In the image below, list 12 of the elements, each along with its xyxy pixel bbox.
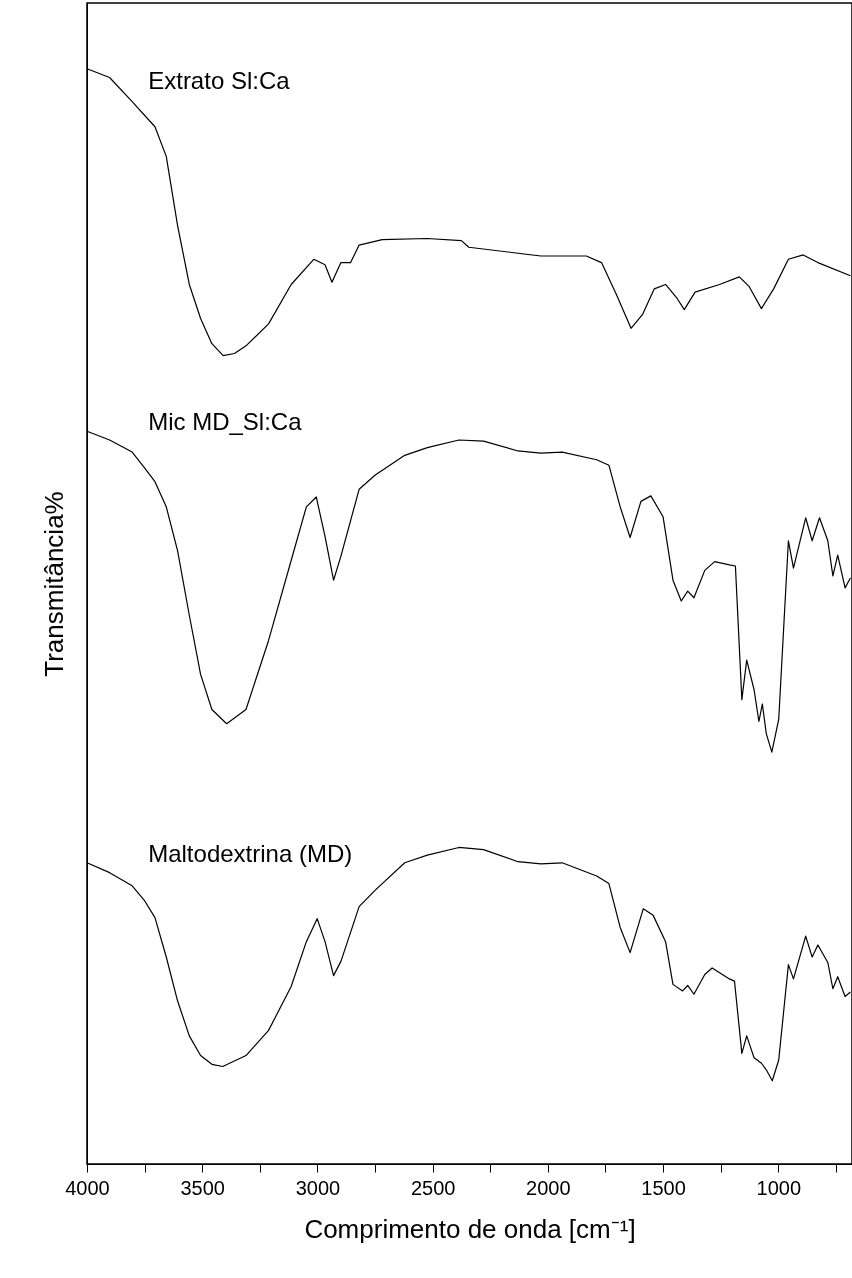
x-tick-label: 1500 [641,1176,686,1199]
series-label: Mic MD_Sl:Ca [148,407,303,435]
x-tick-label: 2500 [410,1176,456,1199]
y-axis-title: Transmitância% [38,491,69,677]
x-tick-label: 3500 [180,1176,225,1199]
x-tick-label: 3000 [295,1176,341,1199]
x-tick-label: 2000 [526,1176,571,1199]
x-tick-label: 1000 [756,1176,802,1199]
series-label: Maltodextrina (MD) [148,840,353,868]
x-tick-label: 4000 [65,1176,110,1199]
series-label: Extrato Sl:Ca [148,66,291,94]
x-axis-title: Comprimento de onda [cm⁻¹] [304,1213,636,1244]
